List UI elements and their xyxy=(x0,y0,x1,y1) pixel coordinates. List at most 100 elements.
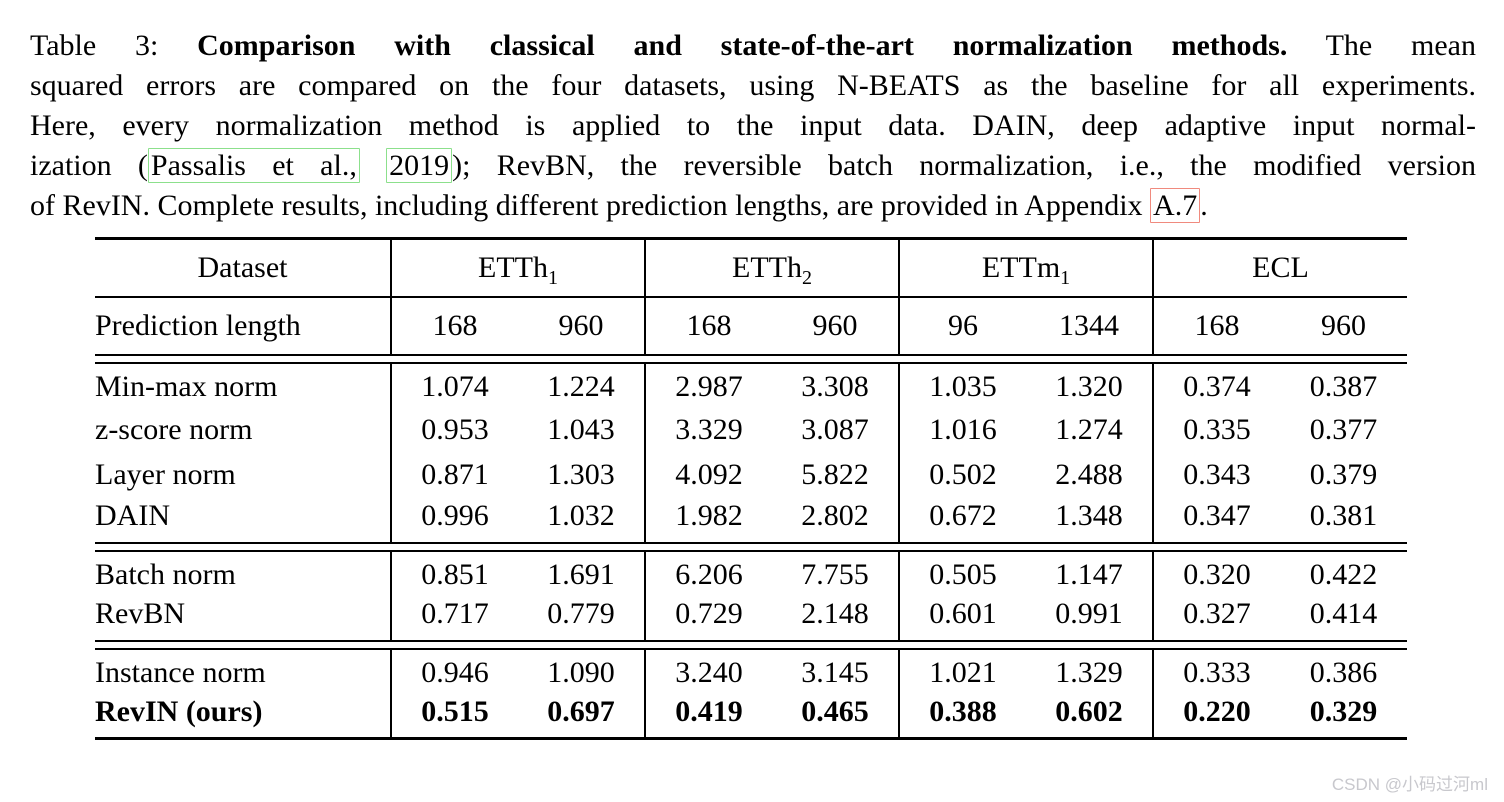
pred-length-cell: 960 xyxy=(558,308,604,342)
col-header-etth1: ETTh1 xyxy=(390,238,645,298)
value-cell: 0.343 xyxy=(1152,452,1280,498)
citation-link-passalis[interactable]: Passalis et al., xyxy=(147,148,360,183)
section-classical-norms: Min-max norm 1.074 1.224 2.987 3.308 1.0… xyxy=(95,362,1407,543)
value-cell: 0.996 xyxy=(390,497,518,543)
results-table-wrapper: Dataset ETTh1 ETTh2 ETTm1 ECL Prediction… xyxy=(95,237,1407,740)
value-cell: 0.601 xyxy=(898,595,1026,641)
value-cell: 0.329 xyxy=(1309,694,1378,728)
pred-length-cell: 168 xyxy=(390,296,518,355)
value-cell: 3.240 xyxy=(644,648,772,694)
value-cell: 3.145 xyxy=(801,656,869,689)
value-cell: 2.987 xyxy=(644,362,772,408)
caption-line: Table 3: Comparison with classical and s… xyxy=(30,26,1476,66)
value-cell: 1.032 xyxy=(547,499,615,532)
caption-text: of RevIN. Complete results, including di… xyxy=(30,189,1151,222)
value-cell: 1.303 xyxy=(547,458,615,491)
value-cell: 0.871 xyxy=(390,452,518,498)
section-instance-norms: Instance norm 0.946 1.090 3.240 3.145 1.… xyxy=(95,648,1407,739)
row-label: z-score norm xyxy=(95,413,253,446)
caption-prefix: Table 3: xyxy=(30,29,198,62)
value-cell: 0.333 xyxy=(1152,648,1280,694)
value-cell: 1.274 xyxy=(1055,413,1123,446)
row-label: DAIN xyxy=(95,499,170,532)
value-cell: 0.672 xyxy=(898,497,1026,543)
value-cell: 2.802 xyxy=(801,499,869,532)
results-table: Dataset ETTh1 ETTh2 ETTm1 ECL Prediction… xyxy=(95,237,1407,740)
caption-text: ization ( xyxy=(30,149,148,182)
table-caption: Table 3: Comparison with classical and s… xyxy=(30,26,1476,226)
value-cell: 1.021 xyxy=(898,648,1026,694)
value-cell: 1.224 xyxy=(547,370,615,403)
value-cell: 5.822 xyxy=(801,458,869,491)
value-cell: 0.377 xyxy=(1309,413,1378,446)
value-cell: 1.043 xyxy=(547,413,615,446)
col-header-ecl: ECL xyxy=(1152,238,1407,298)
value-cell: 0.379 xyxy=(1309,458,1378,491)
value-cell: 0.386 xyxy=(1309,656,1378,689)
value-cell: 2.488 xyxy=(1055,458,1123,491)
appendix-link-a7[interactable]: A.7 xyxy=(1150,188,1201,223)
value-cell: 0.465 xyxy=(801,694,869,728)
value-cell: 0.729 xyxy=(644,595,772,641)
table-row: z-score norm 0.953 1.043 3.329 3.087 1.0… xyxy=(95,407,1407,453)
value-cell: 0.953 xyxy=(390,407,518,453)
row-label: Layer norm xyxy=(95,458,236,491)
section-separator xyxy=(95,541,1407,552)
table-row: Min-max norm 1.074 1.224 2.987 3.308 1.0… xyxy=(95,362,1407,408)
section-batch-norms: Batch norm 0.851 1.691 6.206 7.755 0.505… xyxy=(95,550,1407,641)
caption-line: ization (Passalis et al., 2019); RevBN, … xyxy=(30,146,1476,186)
pred-length-cell: 1344 xyxy=(1059,308,1119,342)
row-label: Min-max norm xyxy=(95,370,278,403)
value-cell: 0.374 xyxy=(1152,362,1280,408)
value-cell: 0.327 xyxy=(1152,595,1280,641)
citation-link-year[interactable]: 2019 xyxy=(386,148,453,183)
row-label: Batch norm xyxy=(95,558,236,591)
caption-line: Here, every normalization method is appl… xyxy=(30,109,1476,142)
value-cell: 1.074 xyxy=(390,362,518,408)
value-cell: 0.422 xyxy=(1309,558,1378,591)
value-cell: 3.329 xyxy=(644,407,772,453)
col-header-dataset: Dataset xyxy=(95,238,391,298)
value-cell: 0.946 xyxy=(390,648,518,694)
value-cell: 0.991 xyxy=(1055,597,1123,630)
caption-text: . xyxy=(1200,189,1208,222)
value-cell: 1.147 xyxy=(1055,558,1123,591)
pred-length-cell: 96 xyxy=(898,296,1026,355)
value-cell: 6.206 xyxy=(644,550,772,596)
caption-text xyxy=(360,149,386,182)
value-cell: 0.851 xyxy=(390,550,518,596)
table-row: Layer norm 0.871 1.303 4.092 5.822 0.502… xyxy=(95,452,1407,498)
value-cell: 1.982 xyxy=(644,497,772,543)
value-cell: 1.348 xyxy=(1055,499,1123,532)
row-label: RevIN (ours) xyxy=(95,694,263,728)
value-cell: 0.347 xyxy=(1152,497,1280,543)
pred-length-cell: 168 xyxy=(644,296,772,355)
caption-bold-title: Comparison with classical and state-of-t… xyxy=(197,29,1288,62)
value-cell: 0.320 xyxy=(1152,550,1280,596)
caption-text: The mean xyxy=(1287,29,1476,62)
value-cell: 0.414 xyxy=(1309,597,1378,630)
value-cell: 1.329 xyxy=(1055,656,1123,689)
pred-length-cell: 960 xyxy=(1321,308,1366,342)
value-cell: 1.090 xyxy=(547,656,615,689)
row-label: Instance norm xyxy=(95,656,266,689)
value-cell: 0.697 xyxy=(547,694,615,728)
value-cell: 1.016 xyxy=(898,407,1026,453)
caption-line: squared errors are compared on the four … xyxy=(30,69,1476,102)
value-cell: 1.035 xyxy=(898,362,1026,408)
value-cell: 0.502 xyxy=(898,452,1026,498)
value-cell: 1.320 xyxy=(1055,370,1123,403)
header-row-datasets: Dataset ETTh1 ETTh2 ETTm1 ECL xyxy=(95,238,1407,298)
row-label: RevBN xyxy=(95,597,185,630)
value-cell: 0.381 xyxy=(1309,499,1378,532)
header-row-prediction-length: Prediction length 168 960 168 960 96 134… xyxy=(95,296,1407,355)
value-cell: 0.505 xyxy=(898,550,1026,596)
value-cell: 0.388 xyxy=(898,693,1026,739)
value-cell: 0.387 xyxy=(1309,370,1378,403)
table-row-revin-ours: RevIN (ours) 0.515 0.697 0.419 0.465 0.3… xyxy=(95,693,1407,739)
value-cell: 0.602 xyxy=(1055,694,1123,728)
table-row: DAIN 0.996 1.032 1.982 2.802 0.672 1.348… xyxy=(95,497,1407,543)
col-header-ettm1: ETTm1 xyxy=(898,238,1153,298)
caption-text: ); RevBN, the reversible batch normaliza… xyxy=(452,149,1476,182)
section-separator xyxy=(95,639,1407,650)
